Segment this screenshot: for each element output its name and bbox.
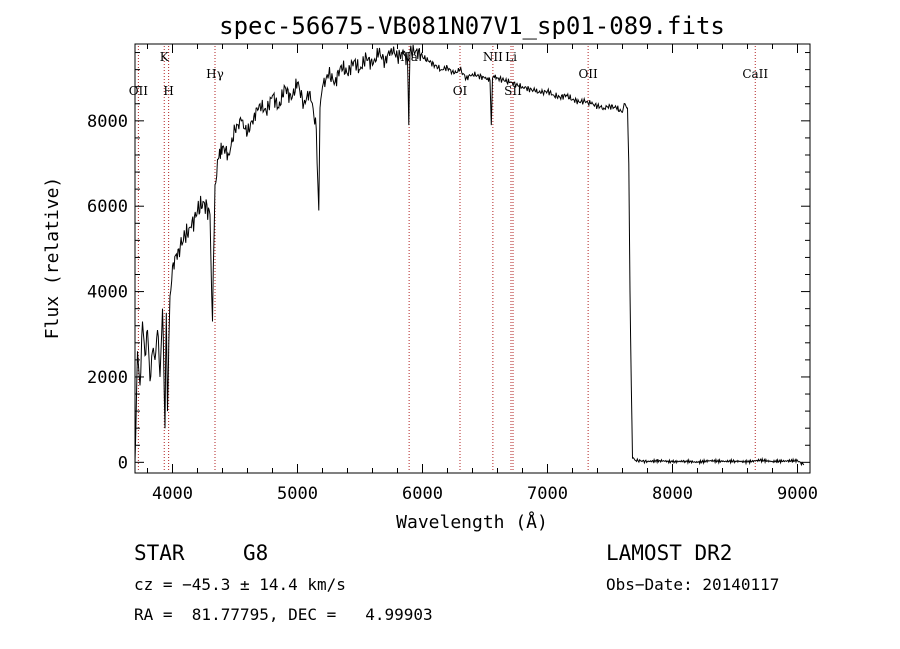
spectrum-series-line [134, 44, 805, 467]
x-tick-label: 9000 [777, 484, 818, 504]
y-axis-label: Flux (relative) [42, 177, 63, 340]
x-axis-label: Wavelength (Å) [396, 511, 548, 533]
cz-readout: cz = −45.3 ± 14.4 km/s [134, 575, 346, 594]
line-marker-label: H [163, 84, 173, 98]
y-tick-label: 0 [118, 453, 128, 473]
y-tick-label: 4000 [87, 283, 128, 303]
x-tick-label: 7000 [527, 484, 568, 504]
line-marker-label: OII [129, 84, 149, 98]
subclass-label: G8 [243, 541, 269, 565]
x-tick-label: 6000 [402, 484, 443, 504]
line-marker-label: Na [400, 50, 418, 64]
survey-label: LAMOST DR2 [606, 541, 733, 565]
class-label: STAR [134, 541, 185, 565]
line-marker-label: Li [505, 50, 517, 64]
chart-title: spec-56675-VB081N07V1_sp01-089.fits [219, 12, 725, 40]
line-marker-label: NII [483, 50, 503, 64]
line-marker-label: SII [504, 84, 522, 98]
line-marker-label: CaII [742, 67, 768, 81]
line-marker-label: OII [578, 67, 598, 81]
x-tick-label: 4000 [152, 484, 193, 504]
y-tick-label: 8000 [87, 112, 128, 132]
line-marker-label: K [160, 50, 170, 64]
line-marker-label: OI [453, 84, 468, 98]
plot-frame [134, 43, 811, 474]
y-tick-label: 6000 [87, 197, 128, 217]
x-tick-label: 8000 [652, 484, 693, 504]
coords-readout: RA = 81.77795, DEC = 4.99903 [134, 605, 433, 624]
line-marker-label: Hγ [206, 67, 224, 81]
y-tick-label: 2000 [87, 368, 128, 388]
obs-date-readout: Obs−Date: 20140117 [606, 575, 780, 594]
axis-tick-layer: 4000 5000 6000 7000 8000 9000 0 2000 4000 6000 800… [87, 44, 818, 504]
x-tick-label: 5000 [277, 484, 318, 504]
line-marker-layer: OII K H Hγ Na OI NII Li SII OII CaII [129, 46, 768, 472]
